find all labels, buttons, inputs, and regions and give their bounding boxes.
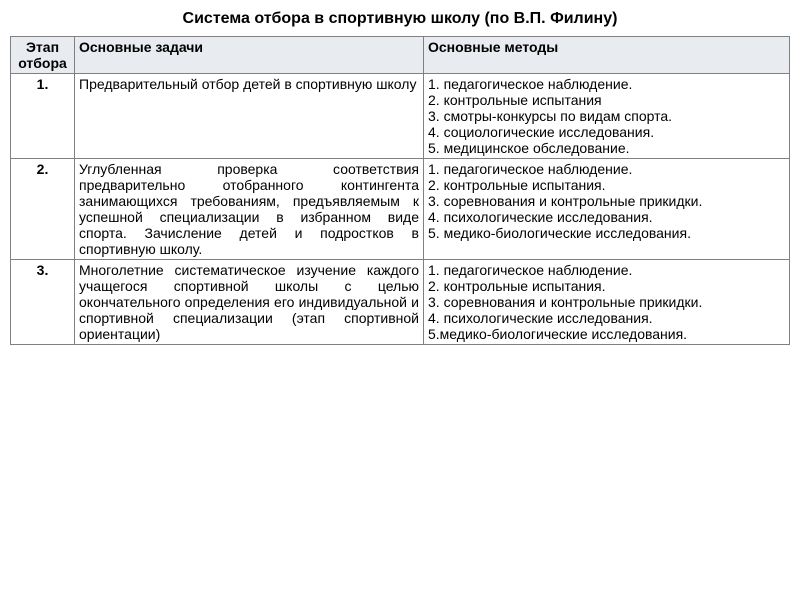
methods-cell: 1. педагогическое наблюдение. 2. контрол…: [424, 260, 790, 345]
methods-cell: 1. педагогическое наблюдение. 2. контрол…: [424, 74, 790, 159]
tasks-cell: Многолетние систематическое изучение каж…: [75, 260, 424, 345]
selection-table: Этап отбора Основные задачи Основные мет…: [10, 36, 790, 345]
method-item: 3. соревнования и контрольные прикидки.: [428, 294, 785, 310]
method-item: 4. социологические исследования.: [428, 124, 785, 140]
method-item: 5. медицинское обследование.: [428, 140, 785, 156]
method-item: 2. контрольные испытания.: [428, 177, 785, 193]
page-title: Система отбора в спортивную школу (по В.…: [10, 10, 790, 28]
tasks-cell: Предварительный отбор детей в спортивную…: [75, 74, 424, 159]
method-item: 3. соревнования и контрольные прикидки.: [428, 193, 785, 209]
table-row: 2. Углубленная проверка соответствия пре…: [11, 159, 790, 260]
method-item: 2. контрольные испытания: [428, 92, 785, 108]
method-item: 2. контрольные испытания.: [428, 278, 785, 294]
tasks-cell: Углубленная проверка соответствия предва…: [75, 159, 424, 260]
method-item: 4. психологические исследования.: [428, 209, 785, 225]
table-row: 3. Многолетние систематическое изучение …: [11, 260, 790, 345]
method-item: 1. педагогическое наблюдение.: [428, 262, 785, 278]
methods-cell: 1. педагогическое наблюдение. 2. контрол…: [424, 159, 790, 260]
stage-cell: 1.: [11, 74, 75, 159]
method-item: 4. психологические исследования.: [428, 310, 785, 326]
method-item: 5. медико-биологические исследования.: [428, 225, 785, 241]
header-tasks: Основные задачи: [75, 37, 424, 74]
table-row: 1. Предварительный отбор детей в спортив…: [11, 74, 790, 159]
method-item: 3. смотры-конкурсы по видам спорта.: [428, 108, 785, 124]
method-item: 5.медико-биологические исследования.: [428, 326, 785, 342]
header-stage: Этап отбора: [11, 37, 75, 74]
header-row: Этап отбора Основные задачи Основные мет…: [11, 37, 790, 74]
header-methods: Основные методы: [424, 37, 790, 74]
method-item: 1. педагогическое наблюдение.: [428, 161, 785, 177]
stage-cell: 2.: [11, 159, 75, 260]
method-item: 1. педагогическое наблюдение.: [428, 76, 785, 92]
stage-cell: 3.: [11, 260, 75, 345]
